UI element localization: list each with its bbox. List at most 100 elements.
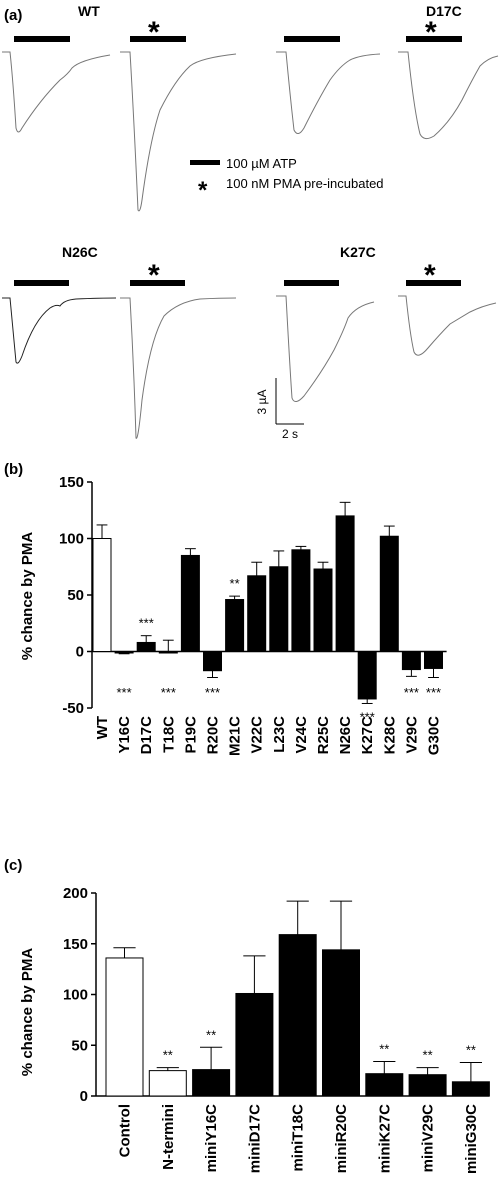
atp-bar [130,280,185,286]
bar [408,1074,447,1097]
y-tick-label: 100 [63,987,88,1004]
y-tick-label: 50 [67,587,84,604]
pma-star-k27c: * [424,259,436,292]
x-tick-labels: WT Y16C D17C T18C P19C R20C M21C V22C L23C V24C R2… [94,716,443,756]
x-tick-label: miniK27C [376,1104,393,1173]
x-tick-label: V22C [249,716,266,754]
scale-y-label: 3 µA [255,390,269,415]
legend-star-text: 100 nM PMA pre-incubated [226,176,384,191]
significance-marker: *** [139,616,154,631]
y-tick-label: 200 [63,885,88,902]
bar-series [92,501,443,704]
group-label-d17c: D17C [426,3,462,19]
y-tick-label: 150 [59,474,84,491]
current-trace-wt [2,51,111,133]
group-label-wt: WT [78,3,100,19]
atp-bar [284,280,339,286]
group-label-n26c: N26C [62,244,98,260]
atp-bar [130,36,186,42]
x-tick-label: G30C [426,716,443,755]
bar [401,651,421,671]
pma-star-n26c: * [148,259,160,292]
panel-c-chart: (c) % chance by PMA 0 50 100 150 200 Control… [4,857,490,1174]
bar [313,568,333,653]
x-tick-label: Y16C [116,716,133,754]
y-tick-label: 50 [71,1037,88,1054]
bar [269,566,289,652]
x-tick-label: D17C [138,716,155,755]
bar [158,651,178,654]
significance-marker: *** [360,709,375,724]
x-tick-labels: Control N-termini miniY16C miniD17C miniT18C… [117,1104,480,1174]
pma-star-d17c: * [425,16,437,49]
significance-annotations: ** ** ** ** ** [163,1027,476,1062]
x-tick-label: N-termini [160,1104,177,1170]
panel-b-chart: (b) % chance by PMA -50 0 50 100 150 WT Y16C D… [4,461,447,756]
panel-a-label: (a) [4,7,22,24]
y-tick-label: 0 [80,1088,88,1105]
bar [235,992,274,1097]
x-tick-label: T18C [160,716,177,753]
significance-marker: *** [205,685,220,700]
legend-star-symbol: * [198,177,208,204]
significance-marker: *** [404,685,419,700]
y-tick-label: 100 [59,531,84,548]
bar [335,515,355,653]
x-tick-label: L23C [271,716,288,753]
x-tick-label: miniY16C [203,1104,220,1173]
bar [424,651,443,669]
x-tick-label: miniT18C [290,1104,307,1172]
x-tick-label: K27C [359,716,376,755]
bar [357,651,377,700]
x-tick-label: miniV29C [420,1104,437,1173]
y-axis-title: % chance by PMA [19,532,36,661]
bar [247,575,267,652]
atp-bar [14,280,69,286]
x-tick-label: V29C [403,716,420,754]
panel-b-label: (b) [4,461,23,478]
significance-marker: ** [379,1041,389,1056]
x-tick-label: K28C [381,716,398,755]
x-tick-label: V24C [293,716,310,754]
x-tick-label: N26C [337,716,354,755]
atp-bar [406,280,461,286]
significance-marker: ** [163,1048,173,1063]
significance-marker: ** [206,1027,216,1042]
significance-marker: ** [423,1048,433,1063]
current-trace-d17c [276,51,381,134]
atp-bar [284,36,340,42]
y-tick-label: -50 [62,700,84,717]
bar [203,651,222,672]
legend-atp-text: 100 µM ATP [226,156,297,171]
panel-c-label: (c) [4,857,22,874]
bar [148,1070,187,1097]
bar [225,599,245,653]
bar [105,957,144,1097]
bar [92,538,112,652]
x-tick-label: R20C [205,716,222,755]
bar [136,641,156,653]
bar [322,949,360,1097]
x-tick-label: miniR20C [333,1104,350,1173]
current-trace-d17c-pma [398,51,499,140]
bar [379,535,399,652]
x-tick-label: miniD17C [246,1104,263,1173]
significance-marker: *** [426,685,441,700]
atp-bar [14,36,70,42]
current-trace-k27c [276,295,375,402]
atp-bar [406,36,462,42]
significance-marker: ** [466,1043,476,1058]
bar [291,549,311,652]
significance-annotations: ********* *********** *** [117,576,442,724]
pma-star-wt: * [148,16,160,49]
scale-x-label: 2 s [282,427,298,441]
current-trace-n26c-pma [120,297,237,439]
x-tick-label: miniG30C [463,1104,480,1174]
panel-a-traces: (a) WT D17C * * 100 µM ATP * 100 nM PMA … [2,3,499,441]
bar-series [105,900,490,1097]
bar [365,1073,404,1097]
x-tick-label: P19C [182,716,199,754]
bar [192,1069,231,1097]
y-tick-label: 150 [63,936,88,953]
group-label-k27c: K27C [340,244,376,260]
